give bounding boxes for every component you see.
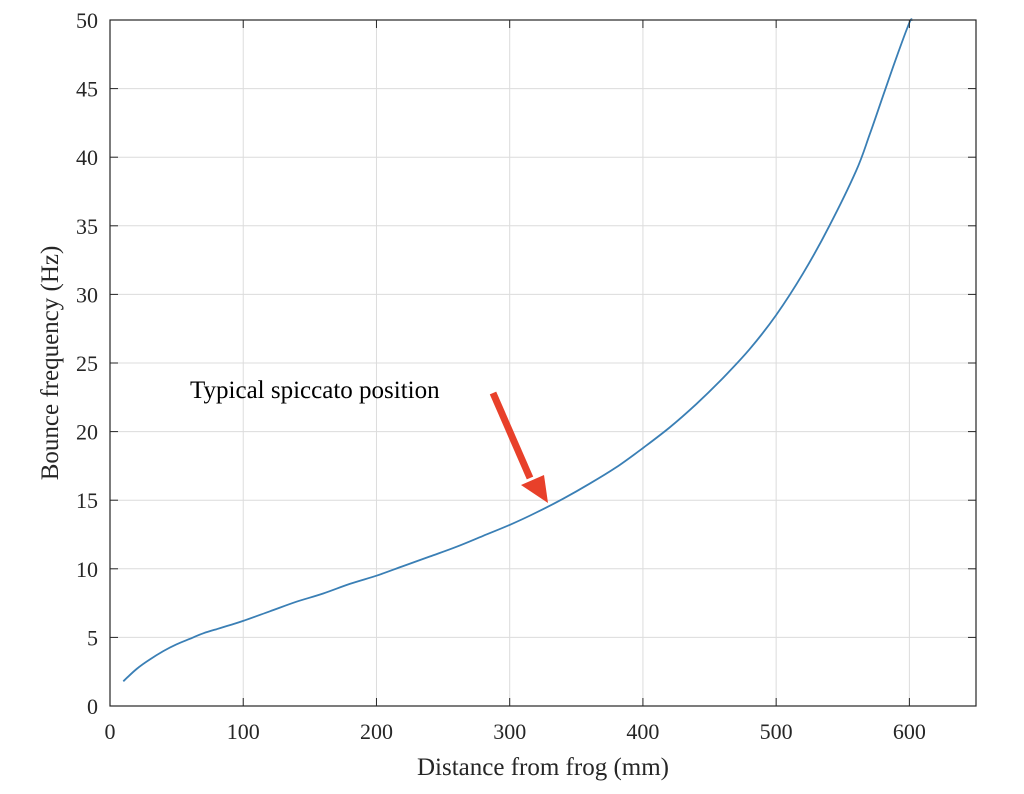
y-tick-label: 35: [76, 214, 98, 239]
x-tick-label: 100: [227, 719, 260, 744]
annotation-arrow-shaft: [489, 391, 534, 480]
y-tick-label: 15: [76, 488, 98, 513]
x-tick-label: 300: [493, 719, 526, 744]
annotation-arrow-head: [521, 475, 548, 503]
x-tick-labels: 0 100 200 300 400 500 600: [105, 719, 926, 744]
y-tick-label: 5: [87, 625, 98, 650]
y-tick-label: 20: [76, 420, 98, 445]
x-tick-label: 0: [105, 719, 116, 744]
series-layer: [122, 18, 913, 682]
y-tick-label: 30: [76, 282, 98, 307]
x-axis-label: Distance from frog (mm): [417, 754, 669, 781]
y-tick-label: 0: [87, 694, 98, 719]
x-tick-label: 600: [893, 719, 926, 744]
y-tick-label: 45: [76, 77, 98, 102]
y-tick-labels: 0 5 10 15 20 25 30 35 40 45 50: [76, 8, 98, 719]
x-tick-label: 200: [360, 719, 393, 744]
x-tick-label: 400: [626, 719, 659, 744]
y-tick-label: 10: [76, 557, 98, 582]
y-tick-label: 40: [76, 145, 98, 170]
x-tick-label: 500: [760, 719, 793, 744]
series-line-0: [122, 18, 913, 682]
tick-marks: [109, 19, 976, 707]
annotation-label: Typical spiccato position: [190, 377, 440, 404]
y-axis-label: Bounce frequency (Hz): [37, 246, 64, 481]
annotation: Typical spiccato position: [190, 377, 548, 503]
y-tick-label: 25: [76, 351, 98, 376]
y-tick-label: 50: [76, 8, 98, 33]
